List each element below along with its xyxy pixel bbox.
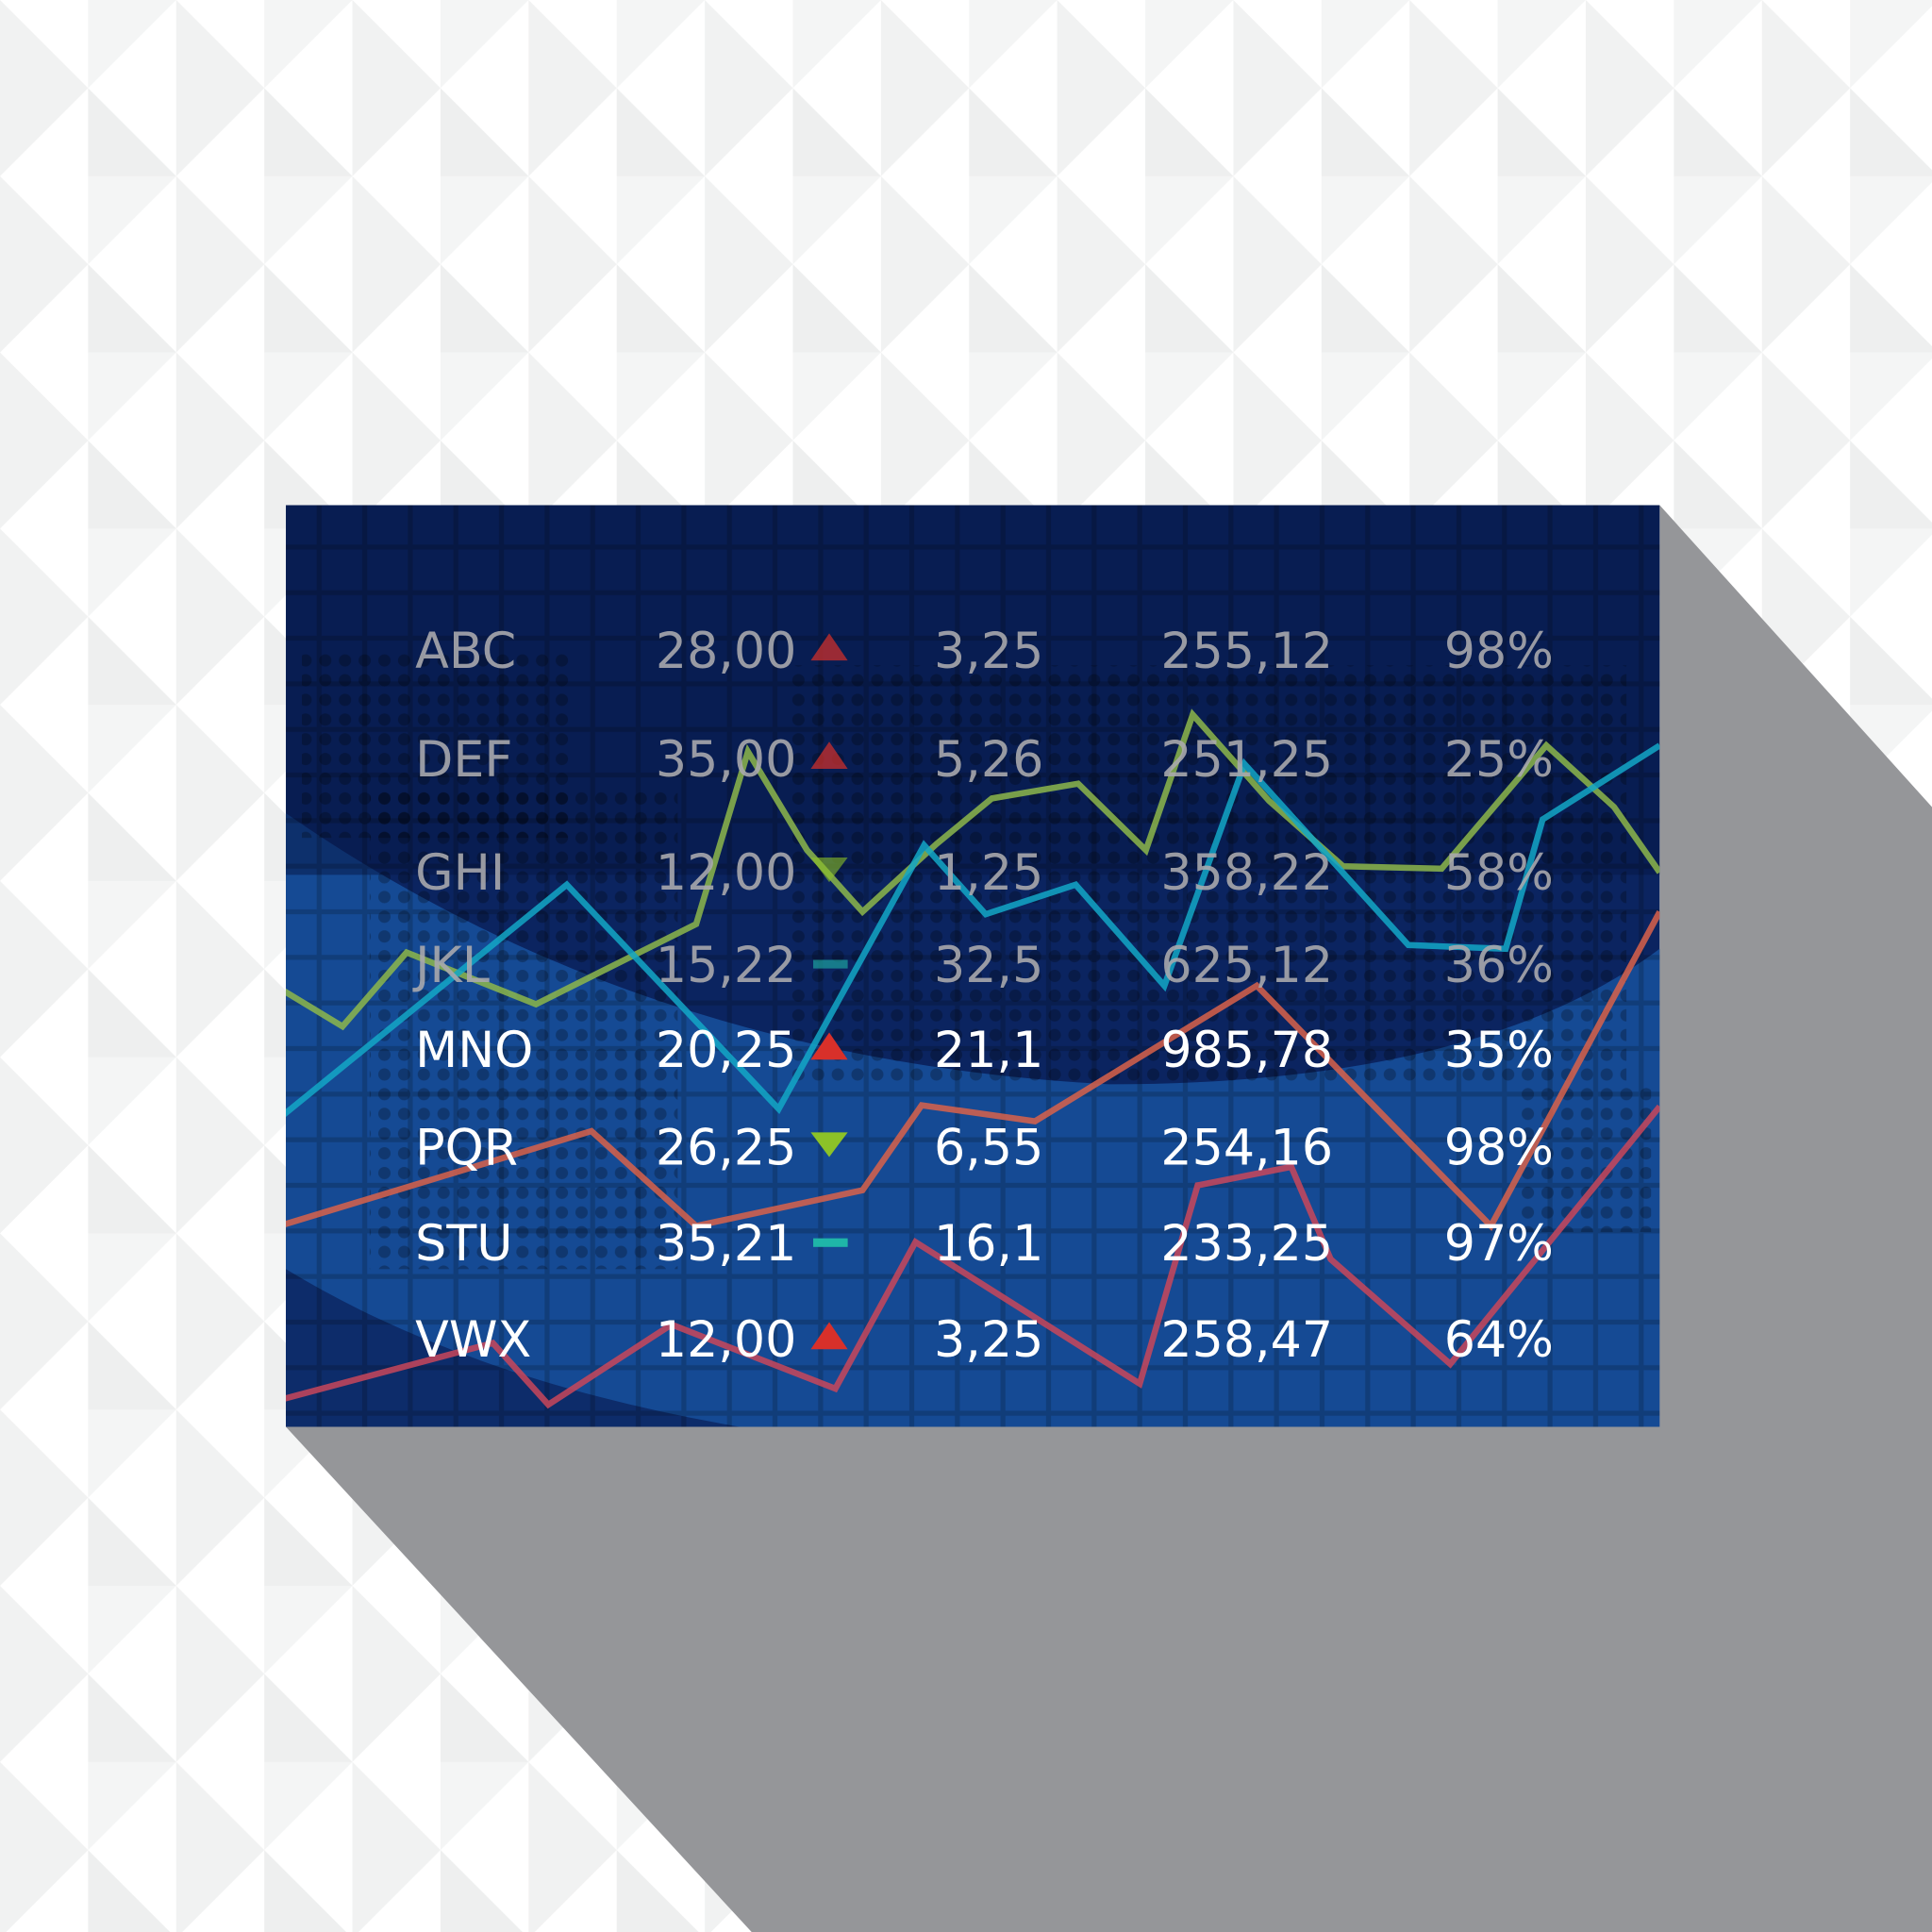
ticker-value: 258,47 (1160, 1312, 1333, 1369)
green-line (286, 708, 1660, 1031)
ticker-change: 32,5 (934, 938, 1043, 994)
ticker-price: 12,00 (656, 845, 797, 902)
ticker-row: GHI 12,00 1,25 358,22 58% (415, 845, 1554, 902)
ticker-value: 251,25 (1160, 732, 1333, 789)
ticker-price: 15,22 (656, 938, 797, 994)
ticker-value: 358,22 (1160, 845, 1333, 902)
ticker-price: 12,00 (656, 1312, 797, 1369)
triangle-up-icon (810, 633, 848, 661)
ticker-pct: 98% (1444, 624, 1554, 680)
ticker-pct: 36% (1444, 938, 1554, 994)
ticker-change: 3,25 (934, 1312, 1043, 1369)
ticker-row: VWX 12,00 3,25 258,47 64% (415, 1312, 1554, 1369)
ticker-pct: 58% (1444, 845, 1554, 902)
ticker-change: 21,1 (934, 1023, 1043, 1079)
ticker-change: 5,26 (934, 732, 1043, 789)
triangle-down-icon (810, 858, 848, 883)
triangle-down-icon (810, 1132, 848, 1158)
ticker-symbol: DEF (415, 732, 512, 789)
orange-line (286, 909, 1660, 1232)
ticker-board: ABC 28,00 3,25 255,12 98% DEF 35,00 5,26 251,25 2… (286, 505, 1660, 1427)
ticker-pct: 97% (1444, 1216, 1554, 1273)
ticker-value: 233,25 (1160, 1216, 1333, 1273)
ticker-row: STU 35,21 16,1 233,25 97% (415, 1216, 1554, 1273)
triangle-up-icon (810, 1032, 848, 1060)
ticker-symbol: MNO (415, 1023, 533, 1079)
cyan-line (286, 742, 1660, 1117)
ticker-row: DEF 35,00 5,26 251,25 25% (415, 732, 1554, 789)
ticker-change: 6,55 (934, 1120, 1043, 1176)
ticker-value: 254,16 (1160, 1120, 1333, 1176)
ticker-symbol: GHI (415, 845, 505, 902)
dash-icon (813, 1238, 848, 1247)
triangle-up-icon (810, 1322, 848, 1350)
ticker-value: 625,12 (1160, 938, 1333, 994)
ticker-row: PQR 26,25 6,55 254,16 98% (415, 1120, 1554, 1176)
ticker-change: 3,25 (934, 624, 1043, 680)
red-line (286, 1104, 1660, 1409)
long-shadow (286, 505, 1932, 1932)
ticker-symbol: PQR (415, 1120, 518, 1176)
ticker-price: 35,00 (656, 732, 797, 789)
ticker-price: 35,21 (656, 1216, 797, 1273)
ticker-change: 1,25 (934, 845, 1043, 902)
dash-icon (813, 959, 848, 969)
ticker-symbol: VWX (415, 1312, 531, 1369)
ticker-row: ABC 28,00 3,25 255,12 98% (415, 624, 1554, 680)
ticker-value: 255,12 (1160, 624, 1333, 680)
ticker-symbol: ABC (415, 624, 516, 680)
ticker-pct: 35% (1444, 1023, 1554, 1079)
ticker-symbol: JKL (412, 938, 490, 994)
ticker-symbol: STU (415, 1216, 512, 1273)
ticker-value: 985,78 (1160, 1023, 1333, 1079)
ticker-change: 16,1 (934, 1216, 1043, 1273)
ticker-pct: 98% (1444, 1120, 1554, 1176)
ticker-price: 26,25 (656, 1120, 797, 1176)
ticker-row: JKL 15,22 32,5 625,12 36% (412, 938, 1554, 994)
triangle-up-icon (810, 741, 848, 770)
ticker-price: 28,00 (656, 624, 797, 680)
ticker-row: MNO 20,25 21,1 985,78 35% (415, 1023, 1554, 1079)
ticker-pct: 25% (1444, 732, 1554, 789)
ticker-pct: 64% (1444, 1312, 1554, 1369)
ticker-price: 20,25 (656, 1023, 797, 1079)
